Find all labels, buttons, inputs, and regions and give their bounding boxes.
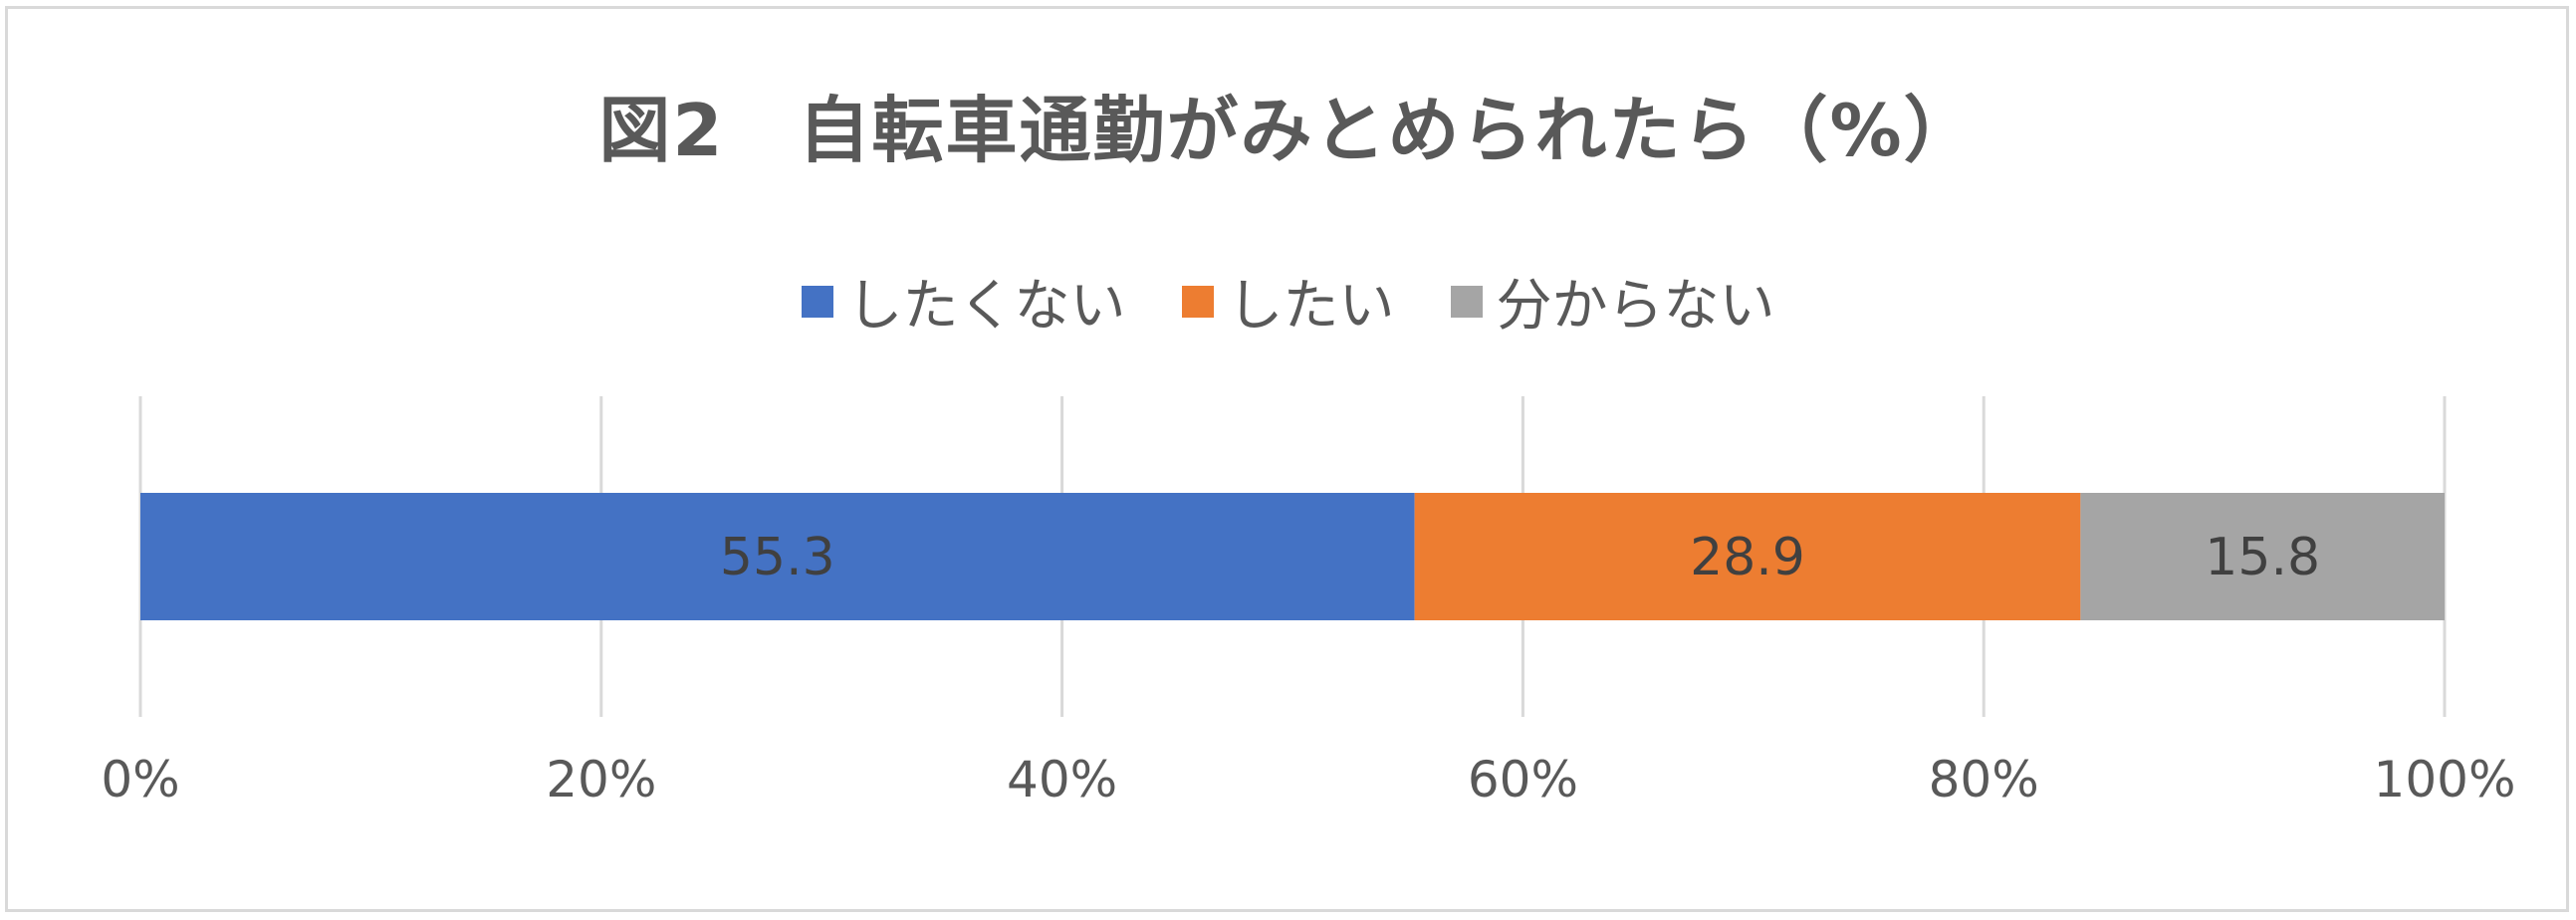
- chart-frame: [5, 6, 2569, 912]
- data-label-series-2: 15.8: [2205, 528, 2320, 587]
- x-tick-label-1: 20%: [546, 751, 656, 808]
- data-label-series-1: 28.9: [1690, 528, 1805, 587]
- data-label-series-0: 55.3: [720, 528, 835, 587]
- legend-swatch-series-1: [1181, 285, 1214, 318]
- legend-label-series-2: 分からない: [1496, 274, 1775, 339]
- x-tick-label-4: 80%: [1929, 751, 2039, 808]
- legend-label-series-0: したくない: [846, 274, 1126, 339]
- legend-entry-series-0: したくない: [801, 261, 1126, 342]
- bar-segment-series-1: [1414, 493, 2081, 620]
- bar-segment-series-2: [2080, 493, 2445, 620]
- legend-entry-series-2: 分からない: [1450, 261, 1775, 342]
- chart-legend: したくない したい 分からない: [0, 261, 2576, 342]
- chart-title: 図2 自転車通勤がみとめられたら（%）: [598, 89, 1978, 172]
- x-tick-label-3: 60%: [1468, 751, 1578, 808]
- x-tick-label-5: 100%: [2374, 751, 2516, 808]
- bar-segment-series-0: [140, 493, 1415, 620]
- legend-label-series-1: したい: [1227, 274, 1395, 339]
- x-tick-label-2: 40%: [1007, 751, 1117, 808]
- legend-swatch-series-2: [1450, 285, 1483, 318]
- legend-entry-series-1: したい: [1181, 261, 1395, 342]
- legend-swatch-series-0: [801, 285, 833, 318]
- x-tick-label-0: 0%: [101, 751, 179, 808]
